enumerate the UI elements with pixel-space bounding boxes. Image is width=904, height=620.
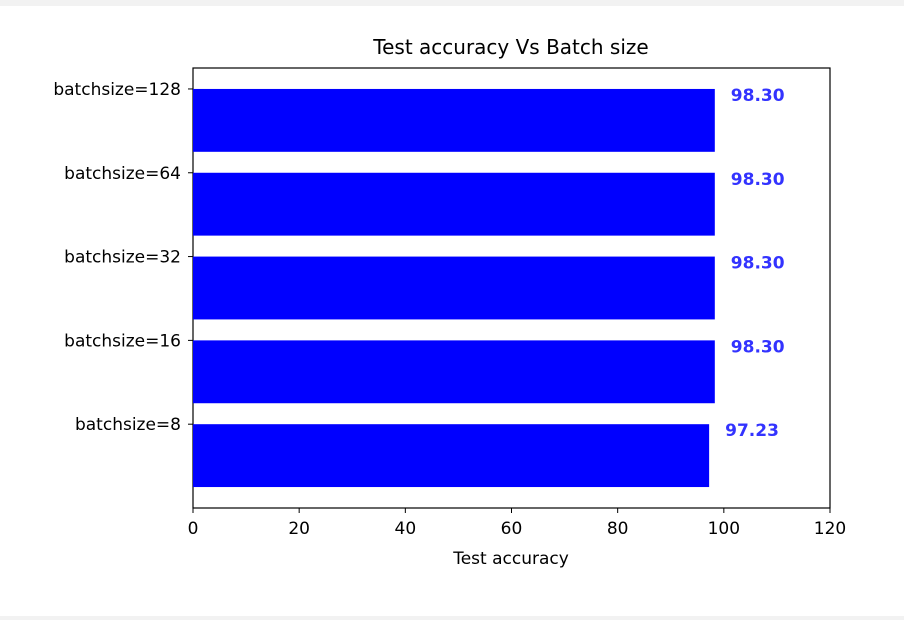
data-label-batchsize=8: 97.23 xyxy=(725,421,779,441)
y-tick-label: batchsize=128 xyxy=(53,80,181,100)
x-tick-label: 120 xyxy=(814,519,846,539)
data-label-batchsize=64: 98.30 xyxy=(731,170,785,190)
chart-canvas: Test accuracy Vs Batch size 97.23 98.30 98… xyxy=(0,6,904,616)
y-tick-label: batchsize=16 xyxy=(64,331,181,351)
data-label-batchsize=128: 98.30 xyxy=(731,86,785,106)
y-tick-label: batchsize=64 xyxy=(64,164,181,184)
x-tick-label: 100 xyxy=(708,519,740,539)
x-axis: 0 20 40 60 80 100 120 xyxy=(188,508,846,539)
bar-batchsize=32 xyxy=(193,256,715,320)
data-labels-group: 97.23 98.30 98.30 98.30 98.30 xyxy=(725,86,785,441)
x-tick-label: 80 xyxy=(607,519,629,539)
y-tick-label: batchsize=8 xyxy=(75,415,181,435)
bar-batchsize=8 xyxy=(193,424,710,488)
chart-title: Test accuracy Vs Batch size xyxy=(372,35,648,59)
y-axis: batchsize=8 batchsize=16 batchsize=32 batch… xyxy=(53,80,193,435)
data-label-batchsize=32: 98.30 xyxy=(731,254,785,274)
x-tick-label: 20 xyxy=(288,519,310,539)
x-tick-label: 0 xyxy=(188,519,199,539)
bar-batchsize=64 xyxy=(193,172,715,236)
x-axis-label: Test accuracy xyxy=(452,549,569,569)
bars-group xyxy=(193,88,715,488)
bar-batchsize=16 xyxy=(193,340,715,404)
bar-batchsize=128 xyxy=(193,88,715,152)
x-tick-label: 60 xyxy=(501,519,523,539)
bar-chart: Test accuracy Vs Batch size 97.23 98.30 98… xyxy=(53,35,846,569)
x-tick-label: 40 xyxy=(395,519,417,539)
y-tick-label: batchsize=32 xyxy=(64,248,181,268)
data-label-batchsize=16: 98.30 xyxy=(731,337,785,357)
